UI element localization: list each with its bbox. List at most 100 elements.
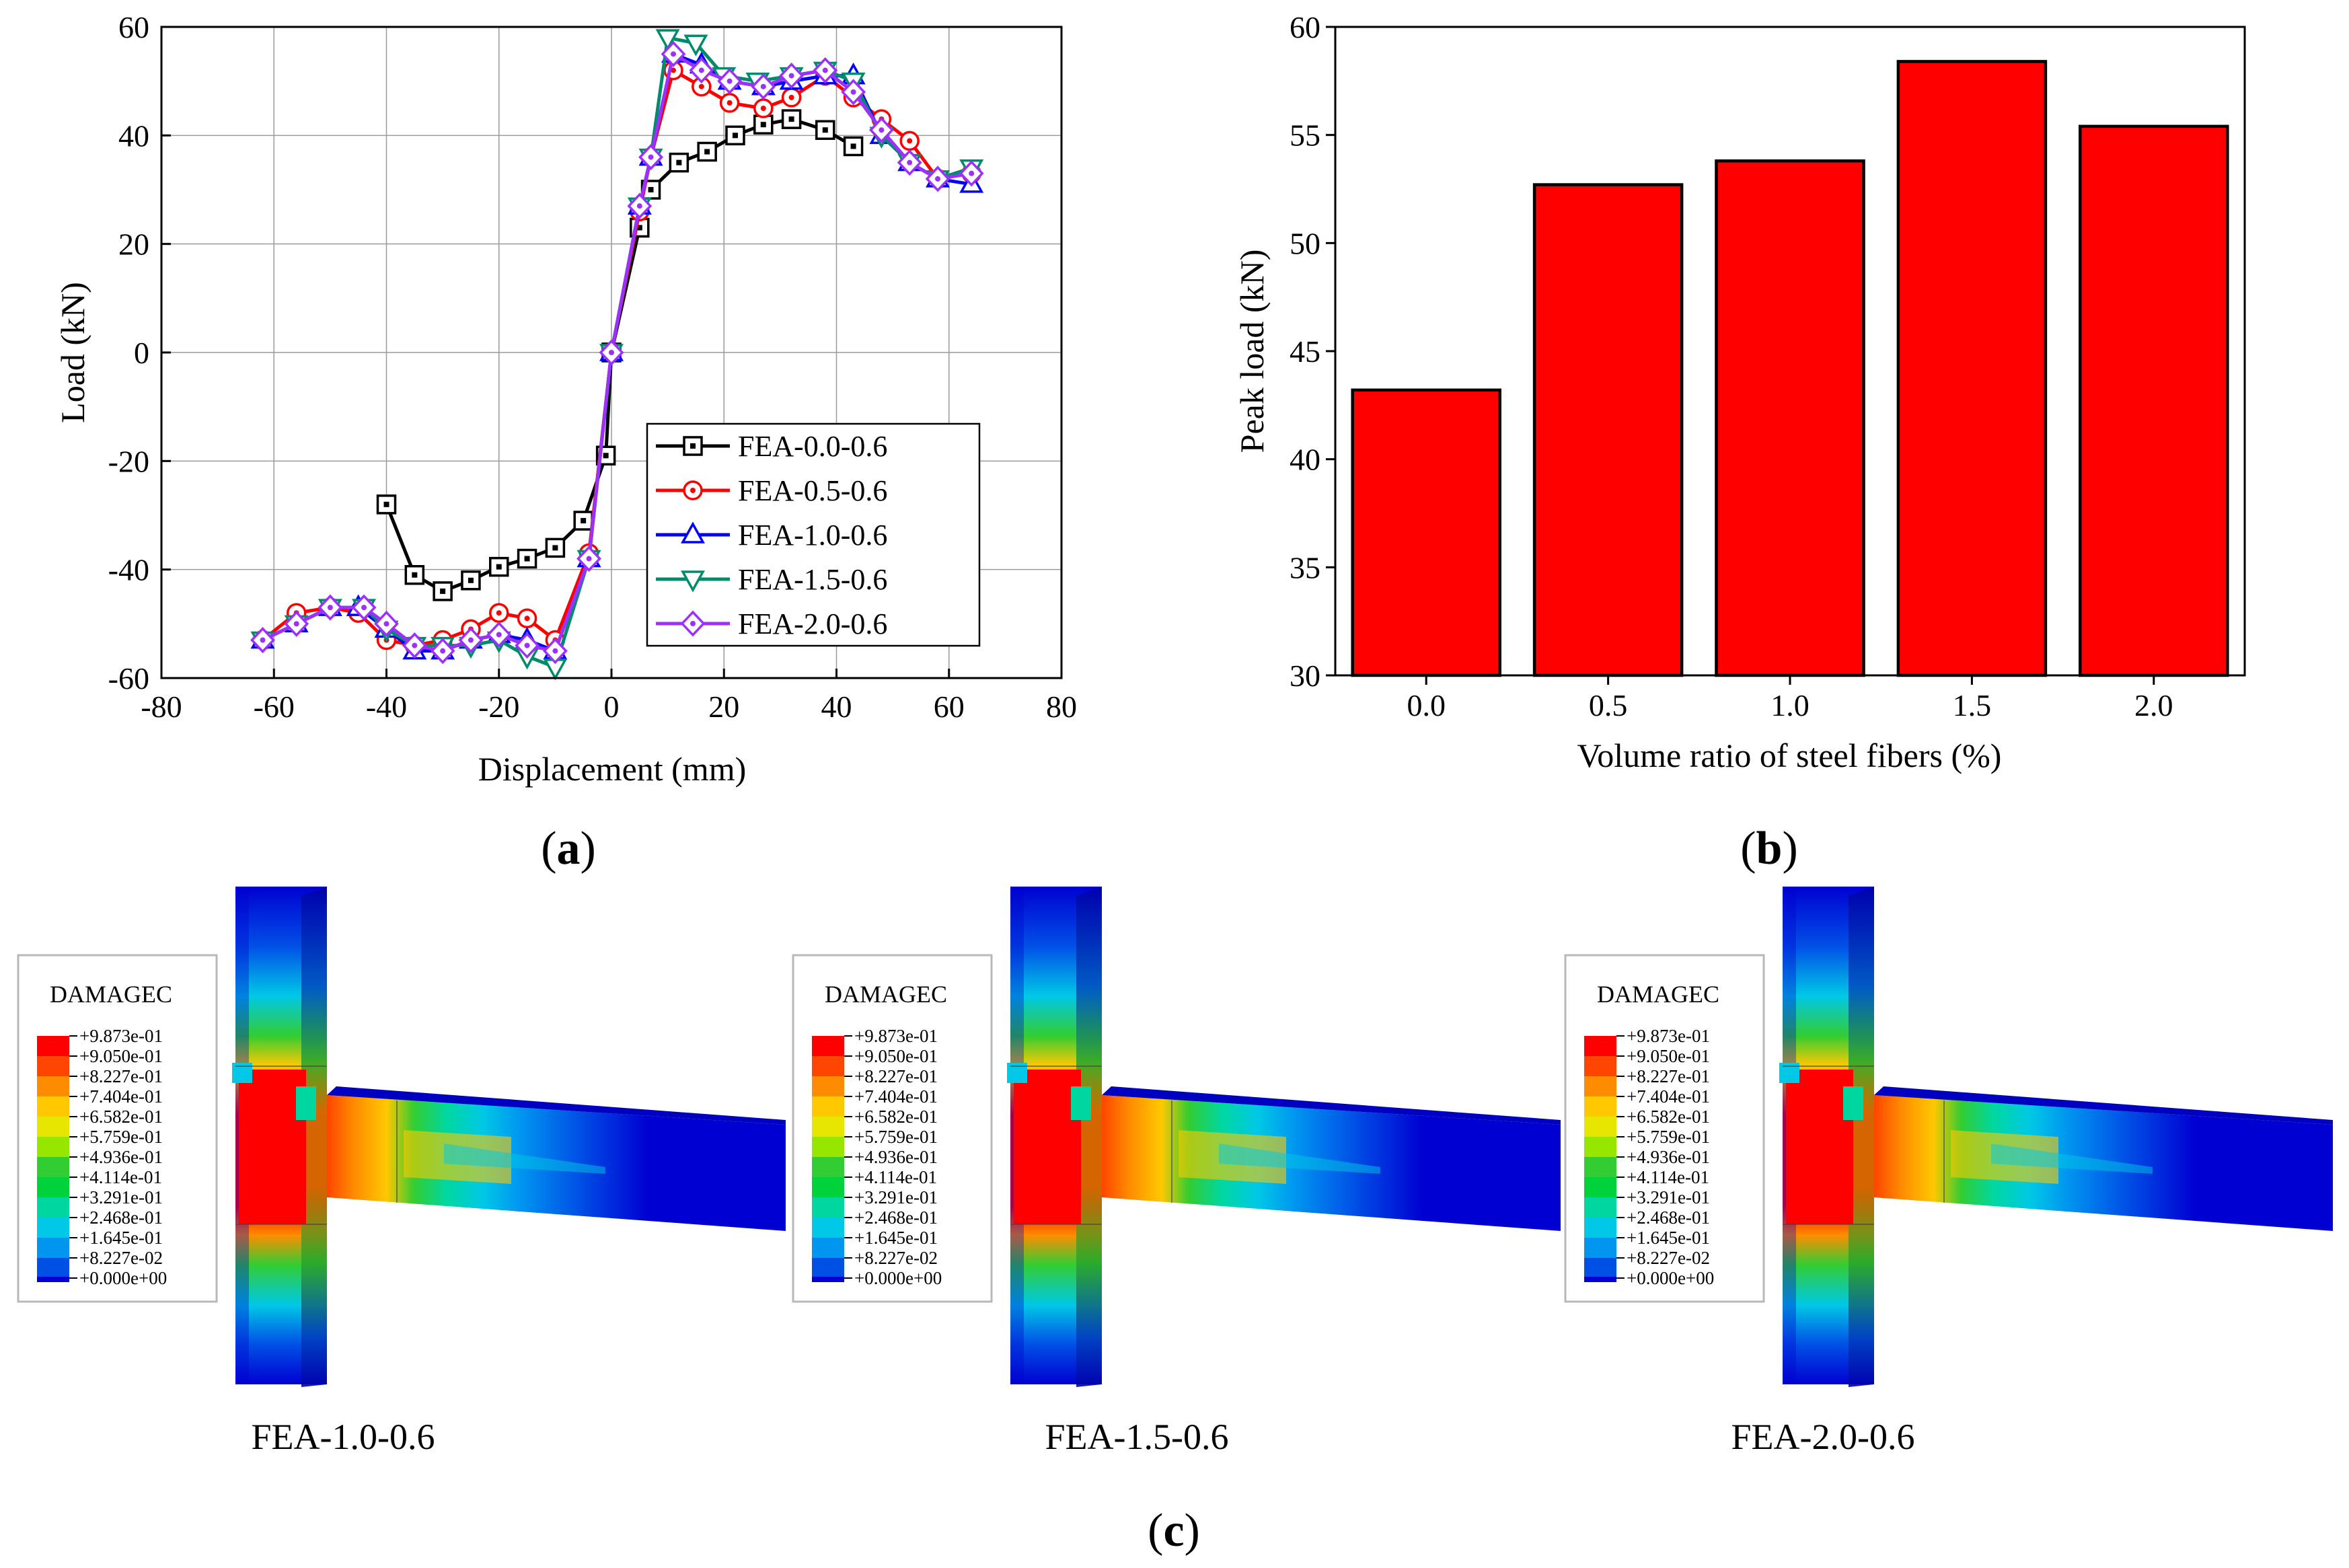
data-point-dot	[760, 83, 766, 89]
column-mesh	[1779, 887, 1874, 1387]
colorbar-level: +0.000e+00	[1627, 1268, 1714, 1288]
model-FEA-1.0-0.6: DAMAGEC +9.873e-01+9.050e-01+8.227e-01+7.…	[17, 887, 786, 1457]
colorbar-cell	[37, 1238, 69, 1258]
chart-a-frame	[160, 26, 1063, 679]
colorbar-level: +2.468e-01	[1627, 1207, 1710, 1228]
colorbar-level: +4.936e-01	[1627, 1147, 1710, 1167]
bar-0.0	[1351, 388, 1501, 677]
data-point	[404, 564, 425, 585]
beam-joint-cell	[1843, 1086, 1863, 1120]
colorbar-level: +6.582e-01	[854, 1107, 938, 1127]
panel-letter-a: a	[557, 823, 581, 874]
data-point	[655, 29, 680, 51]
legend-entry: FEA-2.0-0.6	[738, 607, 887, 640]
chart-b-bars	[1351, 60, 2229, 677]
panel-label-b: (b)	[1740, 823, 1798, 874]
colorbar-cell	[812, 1036, 844, 1056]
colorbar-level: +1.645e-01	[854, 1228, 938, 1248]
model-caption: FEA-1.5-0.6	[1045, 1417, 1229, 1457]
data-point-dot	[822, 67, 828, 73]
x-tick-label: 20	[708, 689, 739, 724]
contour-legend: DAMAGEC +9.873e-01+9.050e-01+8.227e-01+7.…	[792, 954, 993, 1303]
colorbar-level: +7.404e-01	[854, 1086, 938, 1107]
legend-marker-dot	[690, 621, 696, 626]
legend-entry: FEA-0.0-0.6	[738, 430, 887, 463]
column-side-face	[301, 887, 327, 1387]
data-point-dot	[648, 187, 654, 192]
colorbar-cell	[37, 1258, 69, 1278]
data-point-dot	[788, 94, 794, 100]
data-point-dot	[260, 637, 266, 643]
data-point-dot	[732, 133, 738, 139]
bar-0.5	[1532, 183, 1684, 677]
colorbar-level: +3.291e-01	[854, 1187, 938, 1207]
data-point-dot	[760, 122, 766, 128]
data-point-dot	[524, 556, 530, 562]
beam-mesh	[296, 1086, 786, 1231]
column-side-face	[1076, 887, 1102, 1387]
x-tick-label: 2.0	[2134, 688, 2173, 722]
data-point-dot	[552, 545, 558, 551]
colorbar-cell	[812, 1238, 844, 1258]
colorbar-level: +4.114e-01	[79, 1167, 162, 1187]
panel-label-a: (a)	[541, 823, 596, 874]
colorbar-cell	[812, 1117, 844, 1137]
y-tick-label: 45	[1290, 334, 1320, 369]
chart-b-frame	[1334, 26, 2246, 677]
x-tick-label: -40	[366, 689, 407, 724]
colorbar-cell	[37, 1076, 69, 1096]
data-point-dot	[586, 556, 592, 562]
column-mesh	[1007, 887, 1102, 1387]
colorbar-level: +9.873e-01	[854, 1026, 938, 1046]
colorbar-cell-min	[1584, 1277, 1616, 1282]
beam-top-face	[327, 1086, 786, 1125]
colorbar-cell	[812, 1096, 844, 1117]
colorbar-cell	[1584, 1238, 1616, 1258]
data-point-dot	[935, 176, 941, 182]
data-point-dot	[698, 83, 704, 89]
data-point-dot	[327, 605, 333, 611]
chart-a-series	[250, 29, 984, 681]
colorbar-cell	[812, 1056, 844, 1076]
y-tick-label: -20	[108, 444, 149, 478]
colorbar-level: +9.050e-01	[854, 1046, 938, 1066]
beam-joint-cell	[296, 1086, 316, 1120]
data-point-dot	[760, 106, 766, 111]
beam-contour-band	[1219, 1144, 1380, 1174]
data-point-dot	[850, 89, 856, 95]
data-point-dot	[412, 572, 418, 578]
colorbar-cell-min	[37, 1277, 69, 1282]
model-caption: FEA-2.0-0.6	[1731, 1417, 1915, 1457]
colorbar-cell	[37, 1137, 69, 1157]
data-point-dot	[383, 501, 389, 507]
colorbar-cell	[812, 1197, 844, 1218]
x-tick-label: 40	[821, 689, 852, 724]
colorbar-level: +9.873e-01	[79, 1026, 163, 1046]
x-tick-label: 0.0	[1407, 688, 1446, 722]
data-point-dot	[552, 648, 558, 654]
data-point-dot	[788, 116, 794, 122]
colorbar-level: +4.114e-01	[1627, 1167, 1709, 1187]
colorbar-level: +2.468e-01	[854, 1207, 938, 1228]
legend-marker	[681, 570, 705, 593]
data-point-dot	[496, 610, 502, 616]
colorbar-level: +4.114e-01	[854, 1167, 937, 1187]
colorbar-level: +8.227e-02	[854, 1248, 938, 1268]
x-tick-label: 60	[934, 689, 965, 724]
colorbar-level: +6.582e-01	[1627, 1107, 1710, 1127]
data-point-dot	[496, 632, 502, 638]
model-FEA-2.0-0.6: DAMAGEC +9.873e-01+9.050e-01+8.227e-01+7.…	[1564, 887, 2333, 1457]
x-tick-label: 1.5	[1953, 688, 1992, 722]
y-tick-label: -40	[108, 553, 149, 587]
data-point-dot	[648, 154, 654, 160]
colorbar-cell	[1584, 1177, 1616, 1197]
data-point-dot	[603, 453, 609, 459]
data-point-dot	[676, 159, 682, 165]
data-point-dot	[969, 170, 975, 176]
series-FEA-2.0-0.6	[250, 40, 984, 665]
colorbar-cell	[812, 1218, 844, 1238]
data-point-dot	[636, 225, 642, 231]
colorbar-level: +2.468e-01	[79, 1207, 163, 1228]
data-point-dot	[581, 518, 587, 524]
colorbar-level: +9.050e-01	[79, 1046, 163, 1066]
